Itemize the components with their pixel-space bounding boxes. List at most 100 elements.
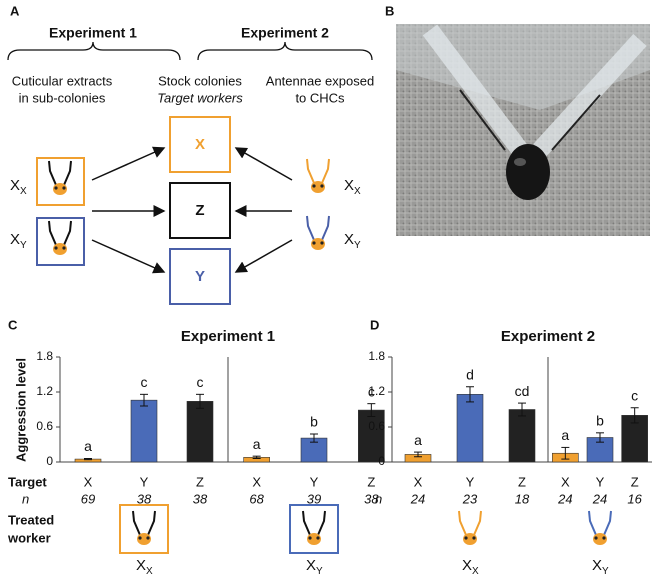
n-label: 68 <box>249 491 264 506</box>
significance-letter: a <box>561 427 569 443</box>
significance-letter: b <box>310 414 318 430</box>
bar <box>130 399 158 463</box>
label-base: X <box>10 231 20 248</box>
bar <box>508 409 536 463</box>
antenna <box>306 158 315 184</box>
brace <box>7 41 181 61</box>
antenna <box>48 220 57 246</box>
x-tick-label: X <box>84 474 93 489</box>
x-tick-label: Y <box>466 474 475 489</box>
error-bar <box>414 451 422 458</box>
label-base: X <box>306 557 316 574</box>
row-label: n <box>22 491 29 506</box>
antenna <box>302 510 311 536</box>
ant-eye <box>464 536 468 540</box>
n-label: 16 <box>627 491 642 506</box>
panel-label: D <box>370 317 379 332</box>
label-sub: Y <box>20 240 27 251</box>
ant-icon <box>48 160 72 195</box>
treatment-label: XY <box>10 231 27 251</box>
brace <box>197 41 373 61</box>
ant-icon <box>132 510 156 545</box>
ant-eye <box>602 536 606 540</box>
label-base: X <box>592 557 602 574</box>
row-label: Treated <box>8 512 54 527</box>
treated-box <box>119 504 169 554</box>
error-bar <box>84 458 92 461</box>
antenna <box>473 510 482 536</box>
label-base: X <box>136 557 146 574</box>
antenna <box>321 215 330 241</box>
y-tick-label: 0.6 <box>36 419 53 433</box>
n-label: 24 <box>410 491 425 506</box>
column-text: to CHCs <box>295 90 345 105</box>
label-sub: X <box>20 186 27 197</box>
treated-box <box>289 504 339 554</box>
ant-head <box>463 533 477 545</box>
x-tick-label: X <box>252 474 261 489</box>
antenna <box>63 160 72 186</box>
label-sub: X <box>472 566 479 577</box>
column-text: Antennae exposed <box>266 73 374 88</box>
label-sub: X <box>146 566 153 577</box>
significance-letter: c <box>197 374 204 390</box>
panel-label: B <box>385 3 394 18</box>
bar <box>456 394 484 463</box>
ant-eye <box>138 536 142 540</box>
antenna <box>317 510 326 536</box>
x-tick-label: Y <box>310 474 319 489</box>
y-tick-label: 1.8 <box>36 349 53 363</box>
antenna <box>321 158 330 184</box>
significance-letter: a <box>253 436 261 452</box>
chart-title: Experiment 1 <box>181 328 275 345</box>
ant-eye <box>62 246 66 250</box>
n-label: 38 <box>364 491 379 506</box>
label-base: X <box>344 231 354 248</box>
x-tick-label: Z <box>367 474 375 489</box>
y-tick-label: 1.2 <box>36 384 53 398</box>
n-label: 38 <box>193 491 208 506</box>
n-label: 23 <box>462 491 478 506</box>
y-tick-label: 0 <box>378 454 385 468</box>
label-sub: X <box>354 186 361 197</box>
target-box <box>169 248 231 305</box>
significance-letter: b <box>596 413 604 429</box>
row-label: worker <box>7 530 51 545</box>
ant-eye <box>146 536 150 540</box>
n-label: 38 <box>137 491 152 506</box>
error-bar <box>252 455 261 459</box>
extract-box <box>36 157 85 206</box>
ant-head <box>311 181 325 193</box>
treatment-label: XY <box>344 231 361 251</box>
ant-head <box>311 238 325 250</box>
treated-label: XY <box>592 557 609 577</box>
chart-title: Experiment 2 <box>501 328 595 345</box>
n-label: 39 <box>307 491 321 506</box>
significance-letter: c <box>631 387 638 403</box>
ant-icon <box>48 220 72 255</box>
ant-icon <box>458 510 482 545</box>
bar <box>186 401 214 463</box>
ant-icon <box>306 158 330 193</box>
y-tick-label: 0.6 <box>368 419 385 433</box>
column-text: Stock colonies <box>158 73 242 88</box>
ant-head <box>137 533 151 545</box>
y-tick-label: 1.8 <box>368 349 385 363</box>
y-axis-label: Aggression level <box>13 358 28 462</box>
column-text: Target workers <box>157 90 243 105</box>
photo <box>396 24 650 236</box>
error-bar <box>310 433 318 443</box>
antenna <box>588 510 597 536</box>
ant-head <box>307 533 321 545</box>
target-box <box>169 182 231 239</box>
x-tick-label: Z <box>518 474 526 489</box>
error-bar <box>196 393 204 409</box>
experiment-heading: Experiment 2 <box>241 25 329 41</box>
panel-label: A <box>10 3 20 18</box>
error-bar <box>140 393 148 407</box>
column-text: in sub-colonies <box>19 90 106 105</box>
significance-letter: c <box>141 374 148 390</box>
antenna <box>603 510 612 536</box>
ant-eye <box>472 536 476 540</box>
